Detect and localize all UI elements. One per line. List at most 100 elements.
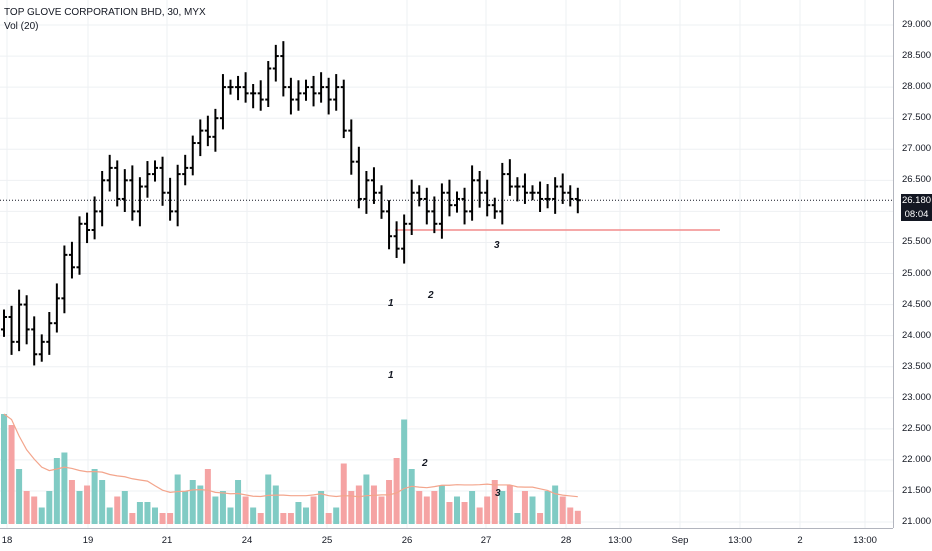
volume-bar (484, 496, 491, 524)
volume-bar (272, 485, 279, 524)
volume-bar (46, 491, 53, 524)
legend: TOP GLOVE CORPORATION BHD, 30, MYX Vol (… (4, 6, 206, 34)
price-tick-label: 26.500 (902, 174, 932, 186)
price-tick-label: 24.000 (902, 329, 932, 341)
volume-bar (280, 513, 287, 524)
volume-bar (438, 485, 445, 524)
volume-bar (363, 474, 370, 524)
last-price-label: 26.180 (901, 194, 932, 208)
time-tick-label: 13:00 (728, 535, 752, 546)
volume-annotation-label: 3 (495, 488, 501, 499)
volume-annotation-label: 1 (388, 370, 394, 381)
volume-bar (136, 502, 143, 524)
symbol-title: TOP GLOVE CORPORATION BHD, 30, MYX (4, 7, 206, 18)
volume-bar (340, 463, 347, 524)
time-tick-label: 2 (797, 535, 803, 546)
volume-bar (68, 480, 75, 524)
volume-bar (408, 469, 415, 524)
volume-bar (318, 491, 325, 524)
volume-bar (204, 469, 211, 524)
price-tick-label: 23.500 (902, 360, 932, 372)
volume-bar (423, 496, 430, 524)
volume-bar (106, 507, 113, 524)
volume-bar (182, 491, 189, 524)
volume-annotation-label: 2 (422, 458, 428, 469)
bar-countdown-label: 08:04 (901, 208, 932, 221)
time-tick-label: 18 (1, 535, 13, 546)
volume-bar (348, 491, 355, 524)
volume-bar (310, 496, 317, 524)
volume-bar (8, 425, 15, 524)
price-tick-label: 25.500 (902, 236, 932, 248)
volume-bar (235, 480, 242, 524)
time-tick-label: 19 (82, 535, 94, 546)
volume-bar (114, 496, 121, 524)
volume-bar (61, 452, 68, 524)
volume-bar (287, 513, 294, 524)
volume-bar (212, 496, 219, 524)
price-tick-label: 22.000 (902, 453, 932, 465)
volume-bar (567, 507, 574, 524)
volume-bar (499, 491, 506, 524)
volume-bar (469, 491, 476, 524)
volume-bar (152, 507, 158, 524)
volume-bar (295, 502, 302, 524)
volume-bar (197, 485, 204, 524)
volume-bar (23, 491, 30, 524)
volume-bar (84, 485, 91, 524)
price-tick-label: 28.000 (902, 81, 932, 93)
time-tick-label: Sep (671, 535, 689, 546)
volume-bar (99, 480, 106, 524)
price-tick-label: 21.000 (902, 516, 932, 527)
volume-bar (537, 513, 544, 524)
time-tick-label: 24 (241, 535, 253, 546)
price-volume-plot[interactable] (0, 0, 893, 528)
volume-bar (250, 507, 257, 524)
volume-bar (401, 419, 408, 524)
time-axis[interactable] (0, 528, 893, 551)
time-tick-label: 21 (161, 535, 173, 546)
volume-bar (491, 480, 498, 524)
volume-bar (53, 458, 60, 524)
time-tick-label: 27 (480, 535, 492, 546)
time-tick-label: 26 (401, 535, 413, 546)
volume-bar (174, 474, 181, 524)
price-tick-label: 21.500 (902, 484, 932, 496)
volume-bar (393, 458, 400, 524)
volume-bar (529, 496, 536, 524)
price-annotation-label: 2 (428, 290, 434, 301)
volume-bar (333, 507, 340, 524)
volume-bar (76, 491, 83, 524)
volume-bar (544, 491, 551, 524)
volume-bar (461, 502, 468, 524)
volume-bar (454, 496, 460, 524)
price-tick-label: 23.000 (902, 391, 932, 403)
volume-bar (144, 502, 151, 524)
price-tick-label: 25.000 (902, 267, 932, 279)
price-tick-label: 28.500 (902, 50, 932, 62)
volume-bar (416, 491, 423, 524)
volume-bar (129, 513, 136, 524)
volume-bar (121, 491, 128, 524)
volume-bar (476, 507, 483, 524)
volume-bar (219, 491, 226, 524)
volume-bar (91, 469, 98, 524)
time-tick-label: 13:00 (853, 535, 877, 546)
price-tick-label: 27.500 (902, 112, 932, 124)
volume-bar (38, 507, 45, 524)
volume-bar (514, 513, 521, 524)
volume-bar (559, 496, 566, 524)
volume-bar (446, 502, 453, 524)
price-axis[interactable] (893, 0, 932, 528)
volume-bar (31, 496, 38, 524)
volume-bar (521, 491, 528, 524)
volume-bar (257, 513, 264, 524)
volume-indicator-label: Vol (20) (4, 21, 39, 32)
volume-bar (370, 485, 377, 524)
price-tick-label: 24.500 (902, 298, 932, 310)
volume-bar (506, 485, 513, 524)
volume-bar (552, 485, 559, 524)
volume-bar (265, 474, 272, 524)
time-tick-label: 25 (321, 535, 333, 546)
